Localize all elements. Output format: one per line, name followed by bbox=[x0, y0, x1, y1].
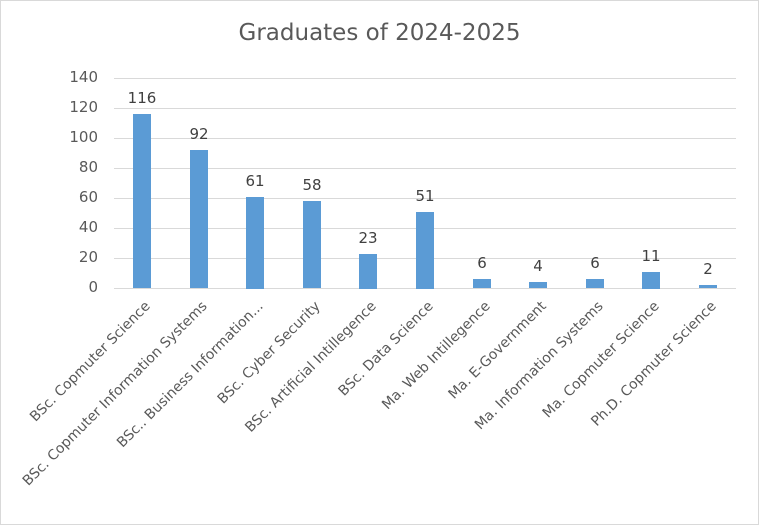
y-tick-label: 60 bbox=[78, 188, 98, 206]
bar[interactable] bbox=[473, 279, 491, 288]
bar[interactable] bbox=[529, 282, 547, 288]
y-tick-label: 20 bbox=[78, 248, 98, 266]
y-tick-label: 100 bbox=[69, 128, 98, 146]
data-label: 51 bbox=[415, 187, 435, 205]
data-label: 2 bbox=[703, 260, 713, 278]
gridline bbox=[114, 198, 736, 199]
data-label: 23 bbox=[358, 229, 378, 247]
y-tick-label: 120 bbox=[69, 98, 98, 116]
data-label: 116 bbox=[127, 89, 157, 107]
gridline bbox=[114, 108, 736, 109]
bar[interactable] bbox=[133, 114, 151, 288]
data-label: 6 bbox=[477, 254, 487, 272]
data-label: 58 bbox=[302, 176, 322, 194]
bar[interactable] bbox=[699, 285, 717, 288]
bar[interactable] bbox=[246, 197, 264, 289]
y-tick-label: 0 bbox=[88, 278, 98, 296]
y-tick-label: 140 bbox=[69, 68, 98, 86]
data-label: 92 bbox=[189, 125, 209, 143]
gridline bbox=[114, 138, 736, 139]
bar[interactable] bbox=[416, 212, 434, 289]
bar[interactable] bbox=[359, 254, 377, 289]
bar[interactable] bbox=[303, 201, 321, 288]
data-label: 6 bbox=[590, 254, 600, 272]
bar[interactable] bbox=[190, 150, 208, 288]
y-tick-label: 40 bbox=[78, 218, 98, 236]
bar[interactable] bbox=[586, 279, 604, 288]
gridline bbox=[114, 168, 736, 169]
gridline bbox=[114, 78, 736, 79]
bar[interactable] bbox=[642, 272, 660, 289]
data-label: 61 bbox=[245, 172, 265, 190]
y-tick-label: 80 bbox=[78, 158, 98, 176]
data-label: 11 bbox=[641, 247, 661, 265]
chart-title: Graduates of 2024-2025 bbox=[238, 20, 521, 46]
data-label: 4 bbox=[533, 257, 543, 275]
